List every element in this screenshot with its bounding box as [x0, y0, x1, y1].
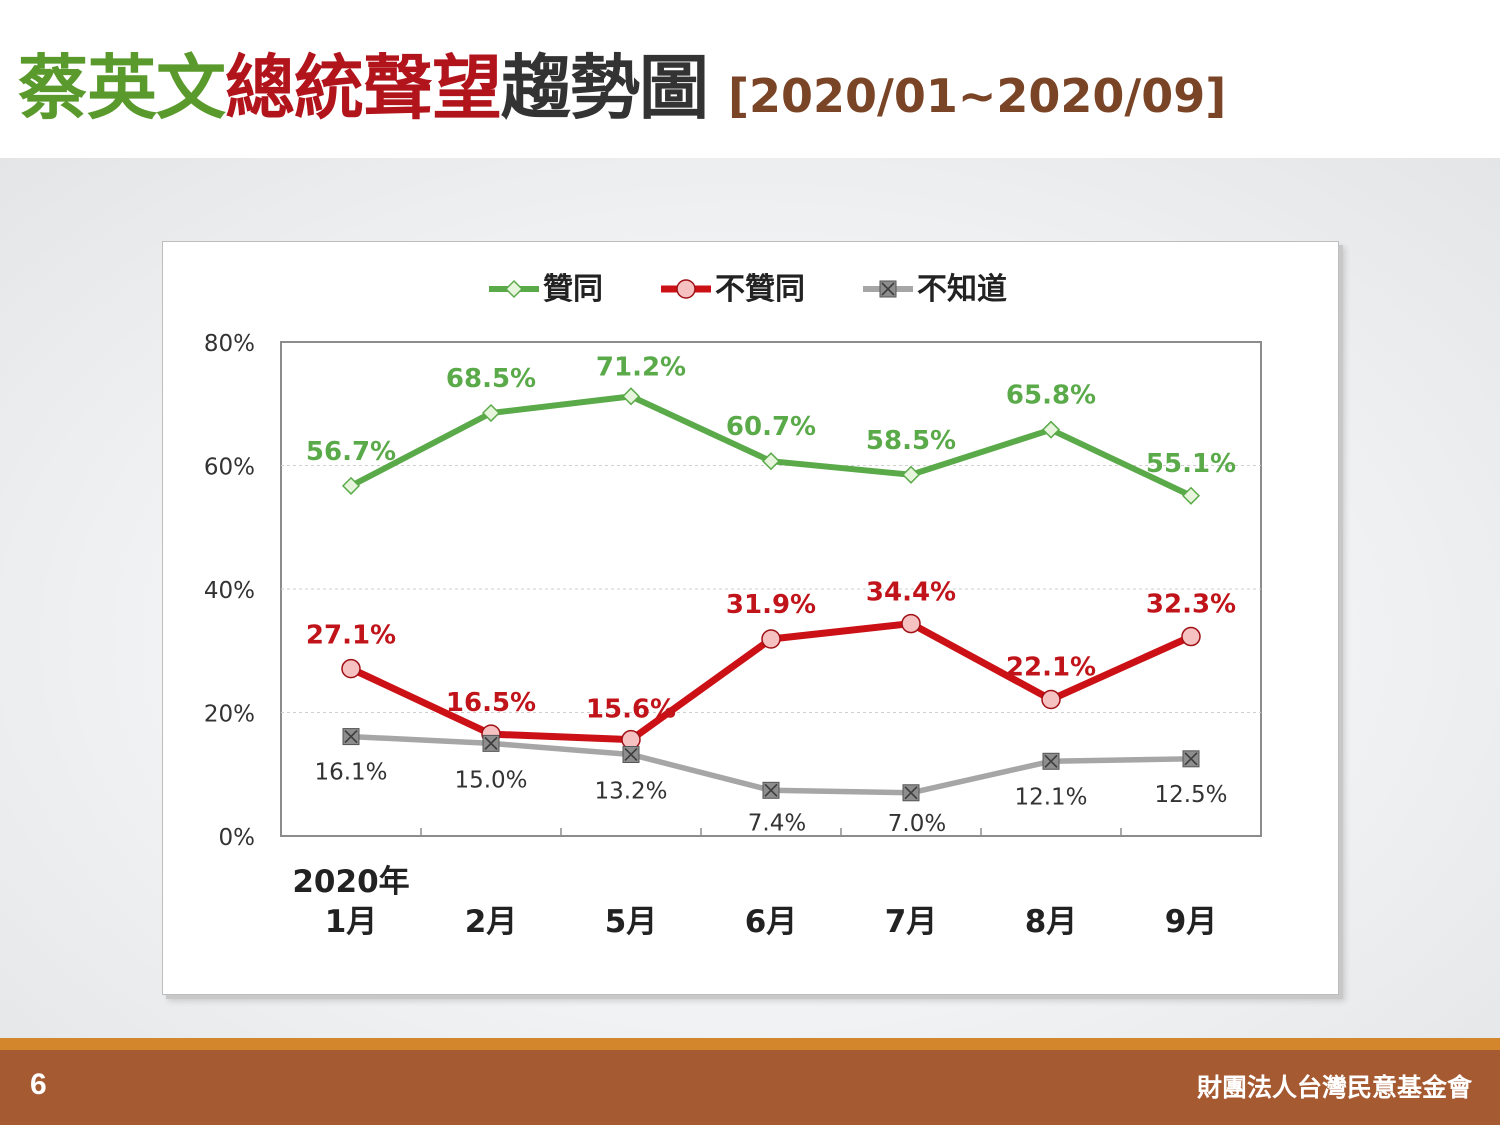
data-label-1: 55.1% [1146, 449, 1236, 479]
data-point-3-cross [624, 747, 638, 762]
x-tick-label: 9月 [1165, 904, 1218, 940]
data-point-3-cross [904, 786, 918, 800]
x-tick-label: 8月 [1025, 904, 1078, 940]
data-point-1 [761, 452, 781, 471]
x-tick-label: 1月 [325, 904, 378, 940]
x-year-label: 2020年 [292, 864, 409, 900]
data-label-2: 32.3% [1146, 590, 1236, 620]
title-date-range: [2020/01~2020/09] [728, 69, 1227, 123]
slide-title: 蔡英文總統聲望趨勢圖 [2020/01~2020/09] [18, 38, 1226, 146]
data-label-1: 68.5% [446, 364, 536, 394]
title-subject: 總統聲望 [225, 47, 502, 129]
data-point-2 [1181, 626, 1201, 647]
data-label-2: 22.1% [1006, 653, 1096, 683]
data-label-3: 12.1% [1014, 784, 1087, 810]
x-tick-label: 7月 [885, 904, 938, 940]
chart-frame: 0% 20% 40% 60% 80% 2020年 1月 2月 5月 6月 7月 8月 9月 56.7% 68… [162, 241, 1339, 995]
title-chart-word: 趨勢圖 [501, 47, 709, 129]
legend-marker [504, 279, 524, 299]
data-point-1 [1041, 420, 1061, 439]
legend-marker-cross [881, 282, 895, 296]
x-tick-label: 2月 [465, 904, 518, 940]
data-point-1 [621, 387, 641, 406]
data-label-1: 65.8% [1006, 381, 1096, 411]
legend-label: 贊同 [543, 272, 603, 307]
footer-bar [0, 1050, 1500, 1125]
data-label-3: 7.0% [888, 811, 946, 837]
x-tick-label: 5月 [605, 904, 658, 940]
data-point-3-cross [344, 730, 358, 744]
data-point-3-cross [1044, 754, 1058, 768]
y-tick-label: 40% [204, 578, 255, 604]
data-label-2: 34.4% [866, 578, 956, 608]
legend-label: 不贊同 [715, 272, 805, 307]
data-label-1: 58.5% [866, 426, 956, 456]
organization-name: 財團法人台灣民意基金會 [1196, 1073, 1472, 1102]
data-label-1: 71.2% [596, 352, 686, 382]
data-label-2: 27.1% [306, 621, 396, 651]
data-point-3-cross [1184, 752, 1198, 766]
data-point-1 [901, 465, 921, 484]
data-point-2 [1041, 689, 1061, 710]
data-label-3: 13.2% [594, 778, 667, 804]
legend-marker [676, 279, 696, 299]
data-label-1: 56.7% [306, 437, 396, 467]
data-point-2 [341, 658, 361, 679]
data-label-3: 15.0% [454, 767, 527, 793]
y-tick-label: 20% [204, 702, 255, 728]
legend-label: 不知道 [917, 272, 1007, 307]
data-label-3: 12.5% [1154, 782, 1227, 808]
data-point-1 [341, 476, 361, 495]
data-point-2 [761, 629, 781, 649]
data-label-3: 16.1% [314, 760, 387, 786]
data-label-2: 16.5% [446, 688, 536, 718]
data-label-2: 15.6% [586, 695, 676, 725]
y-tick-label: 60% [204, 455, 255, 481]
data-point-3-cross [764, 783, 778, 797]
approval-trend-chart: 0% 20% 40% 60% 80% 2020年 1月 2月 5月 6月 7月 8月 9月 56.7% 68… [204, 272, 1262, 940]
page-number: 6 [30, 1068, 47, 1101]
data-point-2 [621, 729, 641, 750]
data-point-2 [901, 613, 921, 634]
data-point-3-cross [484, 736, 498, 750]
data-label-3: 7.4% [748, 810, 806, 836]
data-label-2: 31.9% [726, 590, 816, 620]
data-point-1 [481, 403, 501, 423]
y-tick-label: 80% [204, 331, 255, 357]
y-tick-label: 0% [219, 825, 256, 851]
data-point-1 [1181, 486, 1201, 505]
footer-accent-line [0, 1038, 1500, 1050]
x-tick-label: 6月 [745, 904, 798, 940]
title-name: 蔡英文 [18, 47, 226, 129]
title-bar: 蔡英文總統聲望趨勢圖 [2020/01~2020/09] [0, 0, 1500, 158]
data-label-1: 60.7% [726, 412, 816, 442]
